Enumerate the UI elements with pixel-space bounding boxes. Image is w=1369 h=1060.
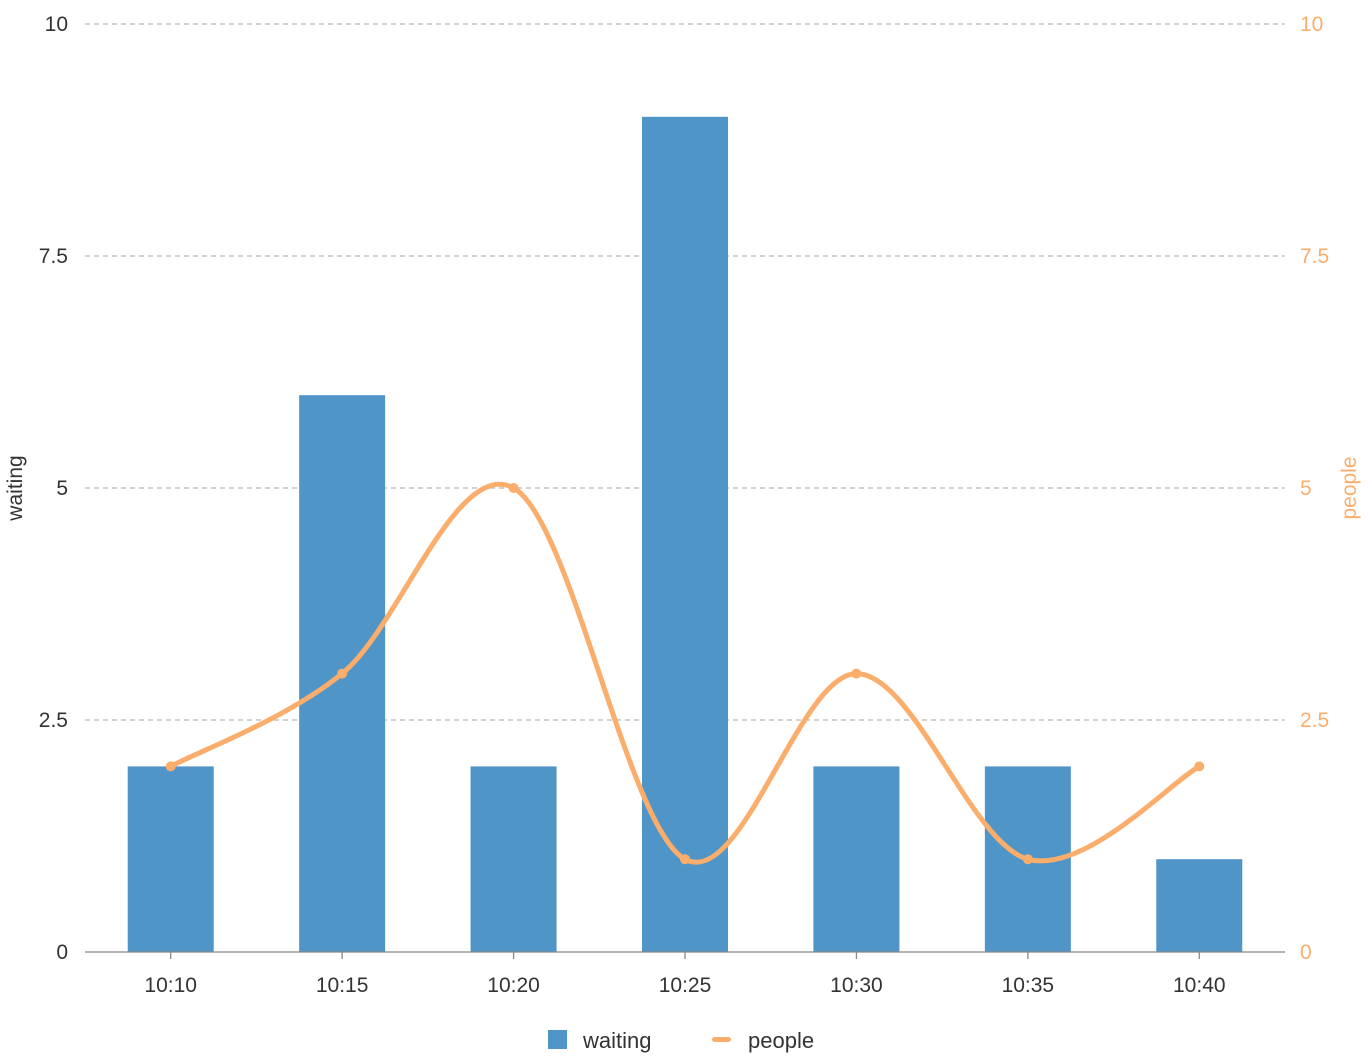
axes <box>85 951 1285 959</box>
people-point-10:20[interactable] <box>508 483 519 493</box>
x-tick-label: 10:15 <box>316 974 369 997</box>
y-left-tick-label: 7.5 <box>39 245 68 268</box>
y-right-tick-label: 10 <box>1300 13 1323 36</box>
grid-lines <box>85 23 1285 721</box>
legend: waiting people <box>548 1028 814 1053</box>
bar-10:40[interactable] <box>1156 859 1243 952</box>
x-tick-label: 10:30 <box>830 974 883 997</box>
y-right-tick-label: 7.5 <box>1300 245 1329 268</box>
people-point-10:30[interactable] <box>851 668 862 679</box>
x-tick-label: 10:20 <box>487 974 540 997</box>
x-tick-label: 10:40 <box>1173 974 1226 997</box>
line-people <box>165 482 1205 865</box>
y-left-tick-label: 10 <box>45 13 68 36</box>
y-right-tick-label: 5 <box>1300 477 1312 500</box>
x-tick-label: 10:10 <box>144 974 197 997</box>
bar-10:30[interactable] <box>813 766 900 952</box>
y-right-axis-title: people <box>1338 456 1361 519</box>
bar-10:20[interactable] <box>470 766 557 952</box>
legend-swatch-waiting <box>548 1030 567 1049</box>
bars-waiting <box>127 116 1243 953</box>
tick-labels: 0 2.5 5 7.5 10 0 2.5 5 7.5 10 10:10 10:15 10:20 10:25… <box>39 13 1329 997</box>
bar-10:10[interactable] <box>127 766 214 952</box>
people-point-10:15[interactable] <box>337 668 348 679</box>
legend-label-waiting: waiting <box>582 1028 651 1053</box>
y-left-tick-label: 5 <box>56 477 68 500</box>
x-tick-label: 10:25 <box>659 974 712 997</box>
y-right-tick-label: 2.5 <box>1300 709 1329 732</box>
legend-item-waiting[interactable]: waiting <box>548 1028 651 1053</box>
bar-10:25[interactable] <box>642 116 728 953</box>
x-tick-label: 10:35 <box>1002 974 1055 997</box>
people-point-10:35[interactable] <box>1022 854 1033 865</box>
y-left-tick-label: 0 <box>56 941 68 964</box>
people-point-10:25[interactable] <box>680 854 690 865</box>
people-point-10:40[interactable] <box>1194 761 1205 772</box>
legend-swatch-people <box>712 1037 731 1042</box>
legend-item-people[interactable]: people <box>712 1028 814 1053</box>
people-point-10:10[interactable] <box>165 761 176 772</box>
y-left-axis-title: waiting <box>4 455 27 521</box>
y-right-tick-label: 0 <box>1300 941 1312 964</box>
y-left-tick-label: 2.5 <box>39 709 68 732</box>
legend-label-people: people <box>748 1028 814 1053</box>
